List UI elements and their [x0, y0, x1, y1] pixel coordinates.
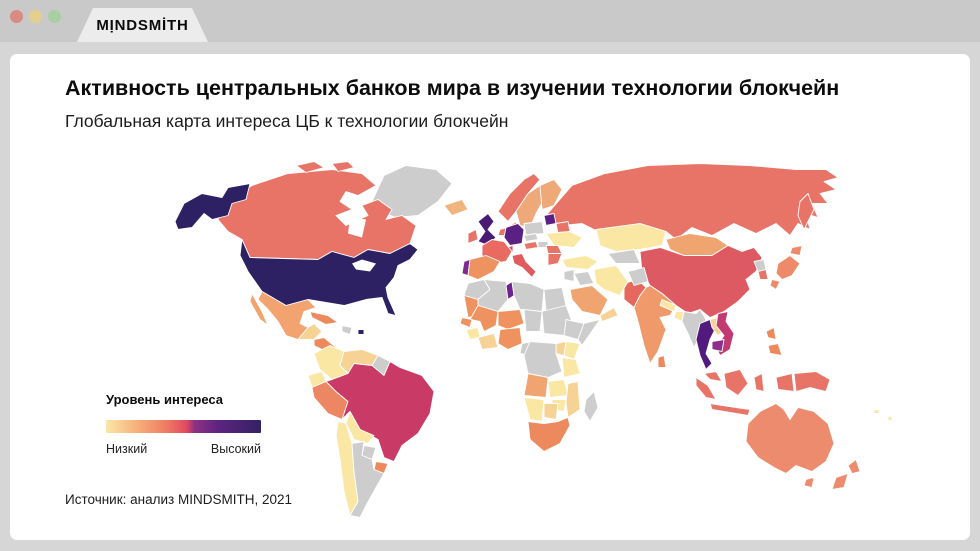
country-australia-tasmania [803, 477, 815, 488]
country-australia [745, 403, 835, 474]
country-mozambique [565, 381, 581, 418]
window-titlebar: MỊNDSMİTH [0, 0, 980, 42]
country-philippines-1 [765, 327, 777, 340]
legend-title: Уровень интереса [106, 392, 224, 407]
country-uk [477, 213, 497, 246]
country-usa-alaska [174, 183, 251, 230]
legend-gradient-bar [106, 420, 261, 433]
legend-low-label: Низкий [106, 442, 148, 456]
legend-high-label: Высокий [210, 442, 261, 456]
country-malaysia [703, 371, 723, 382]
country-tanzania [561, 357, 581, 378]
country-angola [523, 373, 549, 398]
country-madagascar [583, 391, 599, 422]
country-afghanistan [627, 267, 649, 286]
country-new-zealand-north [847, 459, 861, 474]
country-czechia [523, 233, 539, 242]
country-indonesia-borneo [723, 369, 749, 396]
country-lithuania [543, 213, 557, 226]
country-senegal [459, 317, 473, 328]
source-note: Источник: анализ MINDSMITH, 2021 [65, 492, 292, 507]
choropleth-svg [174, 161, 893, 518]
world-map: Уровень интереса Низкий Высокий [100, 158, 940, 526]
country-nigeria [497, 327, 523, 350]
country-russia [545, 163, 839, 240]
minimize-button[interactable] [29, 10, 42, 23]
country-yemen-oman [599, 307, 619, 322]
country-indonesia-java [709, 403, 751, 416]
country-russia-kamchatka [797, 193, 815, 230]
country-japan-hokkaido [789, 245, 803, 256]
country-south-korea [757, 269, 769, 280]
window-controls [10, 10, 61, 23]
legend: Уровень интереса Низкий Высокий [106, 392, 281, 456]
page-title: Активность центральных банков мира в изу… [65, 76, 840, 100]
country-japan-honshu [775, 255, 801, 280]
hudson-bay-water [348, 217, 366, 238]
country-indonesia-sumatra [695, 377, 717, 400]
country-fiji-2 [887, 416, 893, 421]
country-zambia [547, 379, 569, 398]
country-uganda [555, 341, 567, 356]
country-ireland [467, 229, 479, 244]
country-new-zealand-south [831, 473, 849, 490]
country-kazakhstan [595, 223, 667, 252]
country-libya [511, 281, 545, 312]
browser-tab[interactable]: MỊNDSMİTH [77, 8, 208, 42]
country-central-asia [607, 249, 641, 264]
country-chad [523, 309, 543, 332]
country-cambodia [711, 339, 725, 352]
country-greece [547, 253, 563, 266]
country-sri-lanka [657, 355, 667, 368]
country-spain [467, 255, 501, 280]
country-drc [523, 341, 563, 378]
country-japan-kyushu [769, 279, 781, 290]
country-levant [563, 269, 575, 282]
country-ghana [477, 333, 499, 350]
country-germany [503, 223, 525, 246]
country-iceland [443, 199, 469, 216]
country-austria [523, 241, 539, 250]
country-sweden [515, 185, 547, 228]
country-philippines-2 [767, 343, 783, 356]
country-fiji-1 [873, 409, 880, 414]
country-saudi-arabia [569, 285, 609, 316]
country-finland [539, 179, 563, 210]
country-hispaniola [341, 325, 353, 335]
country-indonesia-papua [775, 373, 795, 392]
country-nepal [659, 299, 677, 312]
great-lakes-water [352, 259, 376, 272]
country-mexico-baja [249, 293, 269, 326]
maximize-button[interactable] [48, 10, 61, 23]
country-iran [593, 265, 629, 296]
country-guatemala [297, 323, 323, 340]
country-kenya [563, 341, 581, 360]
country-indonesia-sulawesi [753, 373, 765, 392]
country-namibia [523, 397, 545, 422]
country-canada-arctic-1 [295, 161, 325, 173]
country-png [793, 371, 831, 392]
country-canada-arctic-2 [331, 161, 355, 172]
country-romania [545, 245, 563, 254]
country-norway [497, 173, 541, 222]
tab-title: MỊNDSMİTH [96, 16, 189, 34]
content-card: Активность центральных банков мира в изу… [10, 54, 970, 540]
country-italy [511, 253, 537, 278]
country-turkey [561, 255, 599, 270]
page-subtitle: Глобальная карта интереса ЦБ к технологи… [65, 111, 509, 131]
country-south-africa [527, 417, 571, 452]
country-poland [523, 221, 545, 236]
country-botswana [543, 403, 559, 420]
country-ukraine [545, 231, 583, 248]
country-brazil [325, 361, 435, 462]
country-somalia [577, 319, 601, 346]
country-iraq [573, 271, 595, 286]
close-button[interactable] [10, 10, 23, 23]
country-niger [497, 309, 525, 330]
country-argentina [349, 441, 385, 518]
country-puerto-rico [357, 329, 365, 335]
country-cuba [309, 311, 339, 325]
